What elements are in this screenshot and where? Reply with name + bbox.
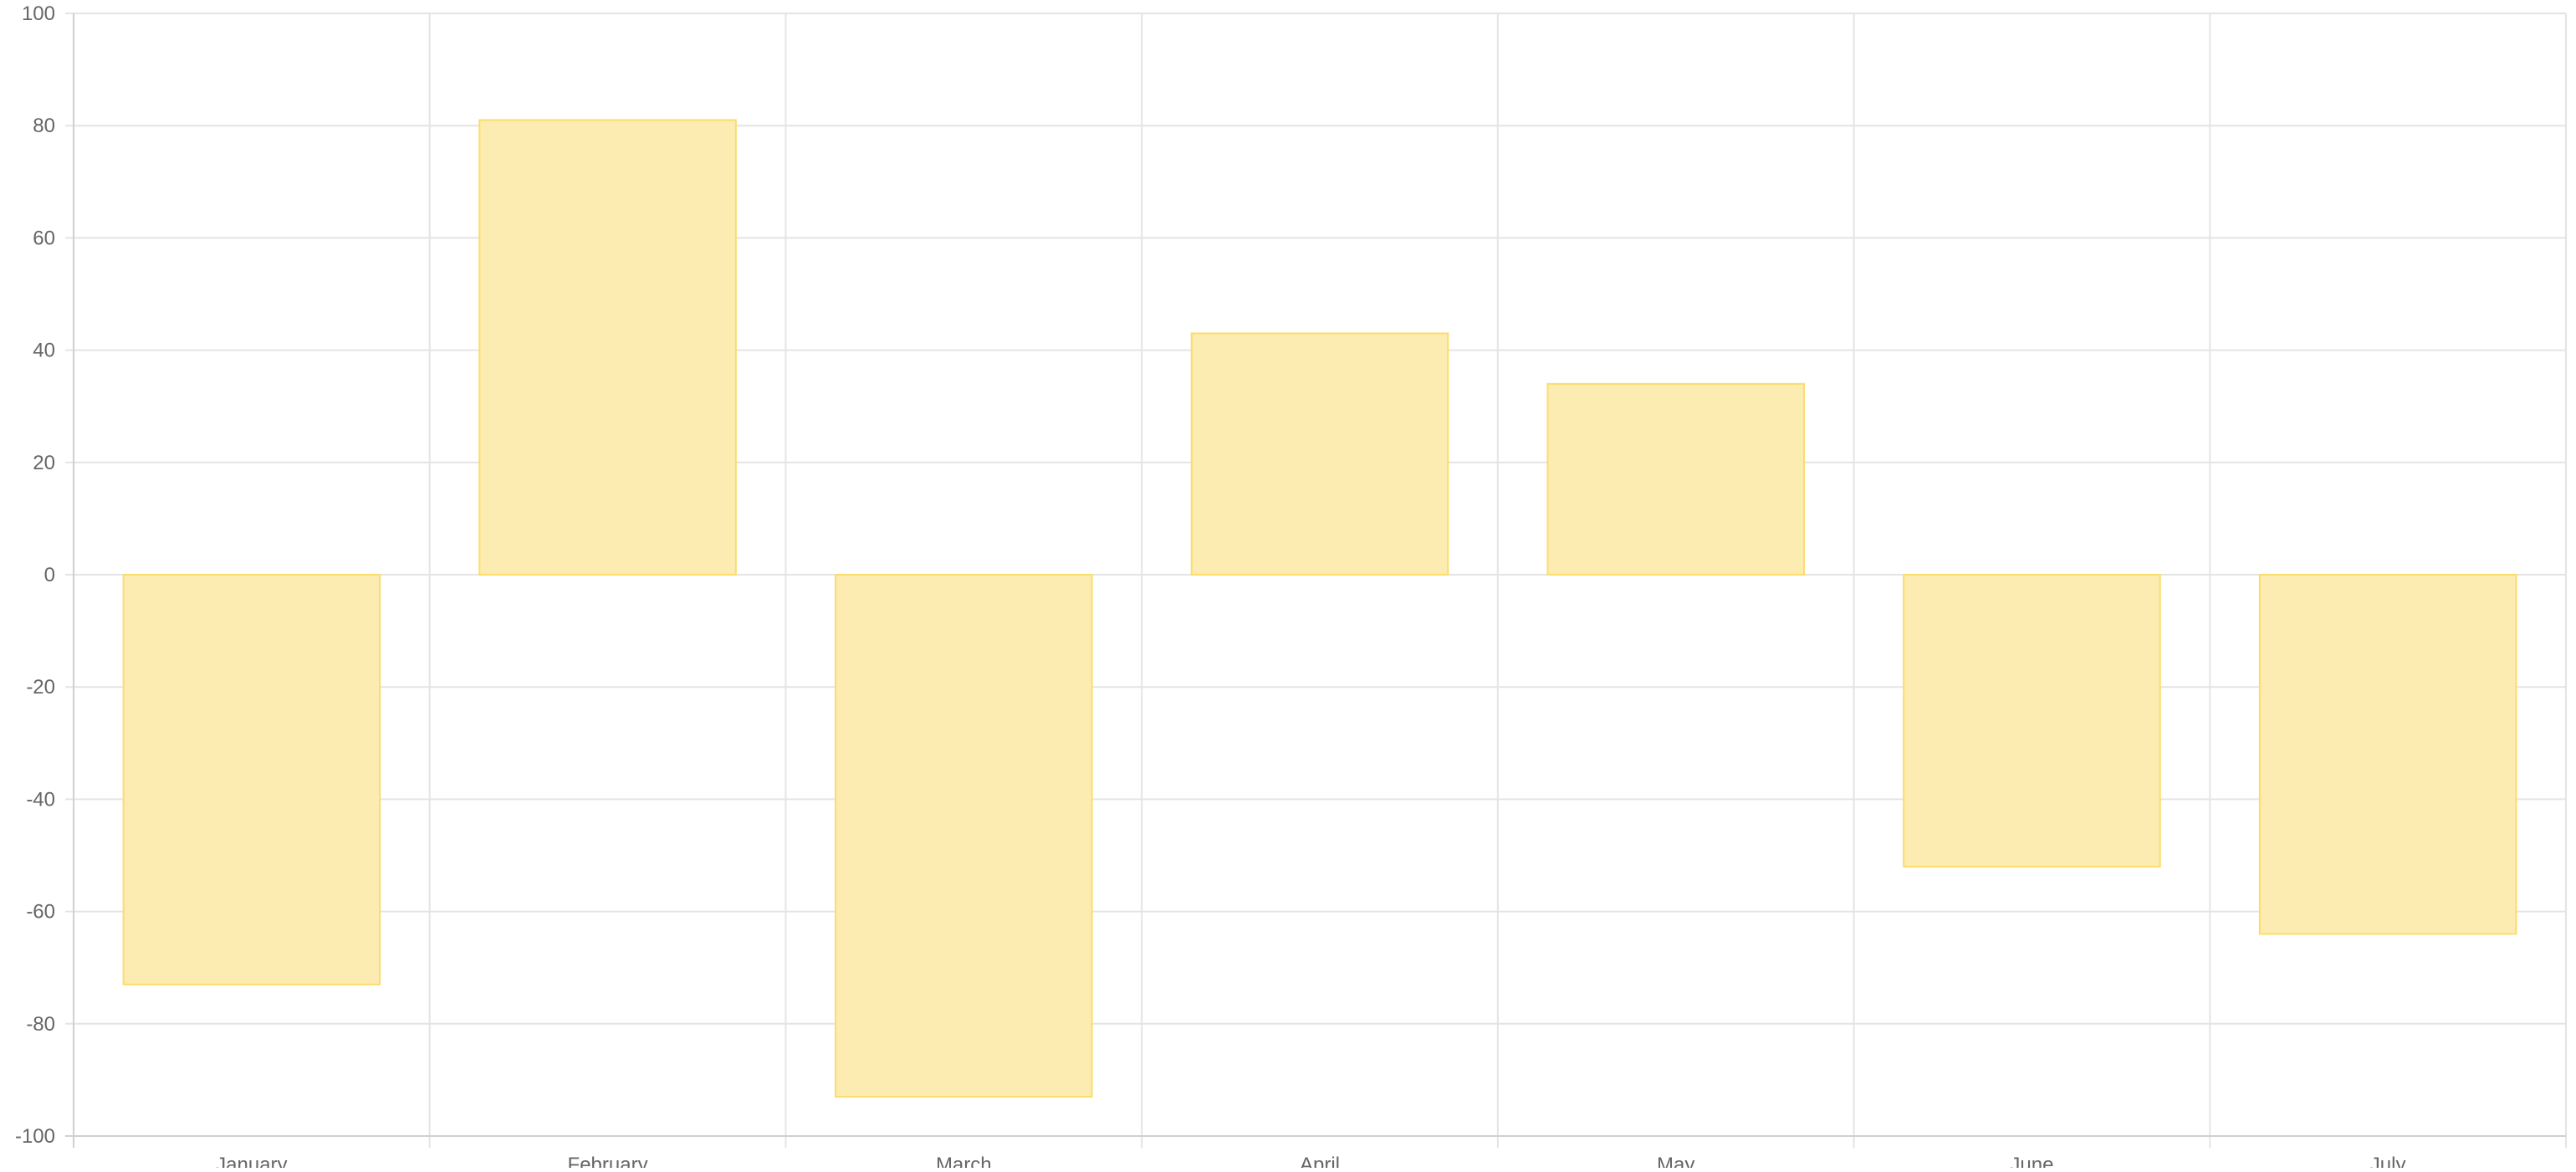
x-tick-label: February <box>568 1154 648 1168</box>
axis-layer <box>65 13 2566 1148</box>
bar-march[interactable] <box>835 574 1093 1098</box>
grid-layer <box>65 13 2567 1148</box>
x-tick-label: June <box>2010 1154 2053 1168</box>
x-tick-label: March <box>936 1154 992 1168</box>
y-tick-label: 40 <box>33 340 55 362</box>
bar-may[interactable] <box>1546 382 1805 576</box>
x-tick-labels: January February March April May June July <box>216 1154 2406 1172</box>
bar-july[interactable] <box>2258 574 2517 935</box>
y-tick-label: 80 <box>33 115 55 137</box>
x-tick-label: May <box>1657 1154 1694 1168</box>
bar-january[interactable] <box>122 574 381 985</box>
bar-april[interactable] <box>1190 332 1449 576</box>
y-tick-label: 60 <box>33 227 55 249</box>
x-tick-label: July <box>2370 1154 2406 1168</box>
y-tick-label: 20 <box>33 452 55 474</box>
x-tick-label: January <box>216 1154 287 1168</box>
y-tick-label: -60 <box>26 901 55 924</box>
y-tick-label: -20 <box>26 676 55 699</box>
y-tick-label: 0 <box>44 564 55 586</box>
bar-layer <box>122 119 2517 1098</box>
bar-february[interactable] <box>478 119 737 576</box>
bar-june[interactable] <box>1903 574 2161 867</box>
x-tick-label: April <box>1300 1154 1340 1168</box>
y-tick-label: 100 <box>22 3 55 25</box>
y-tick-label: -100 <box>15 1125 55 1148</box>
y-tick-label: -40 <box>26 788 55 811</box>
y-tick-label: -80 <box>26 1013 55 1036</box>
y-tick-labels: -100 -80 -60 -40 -20 0 20 40 60 80 100 <box>15 3 55 1148</box>
